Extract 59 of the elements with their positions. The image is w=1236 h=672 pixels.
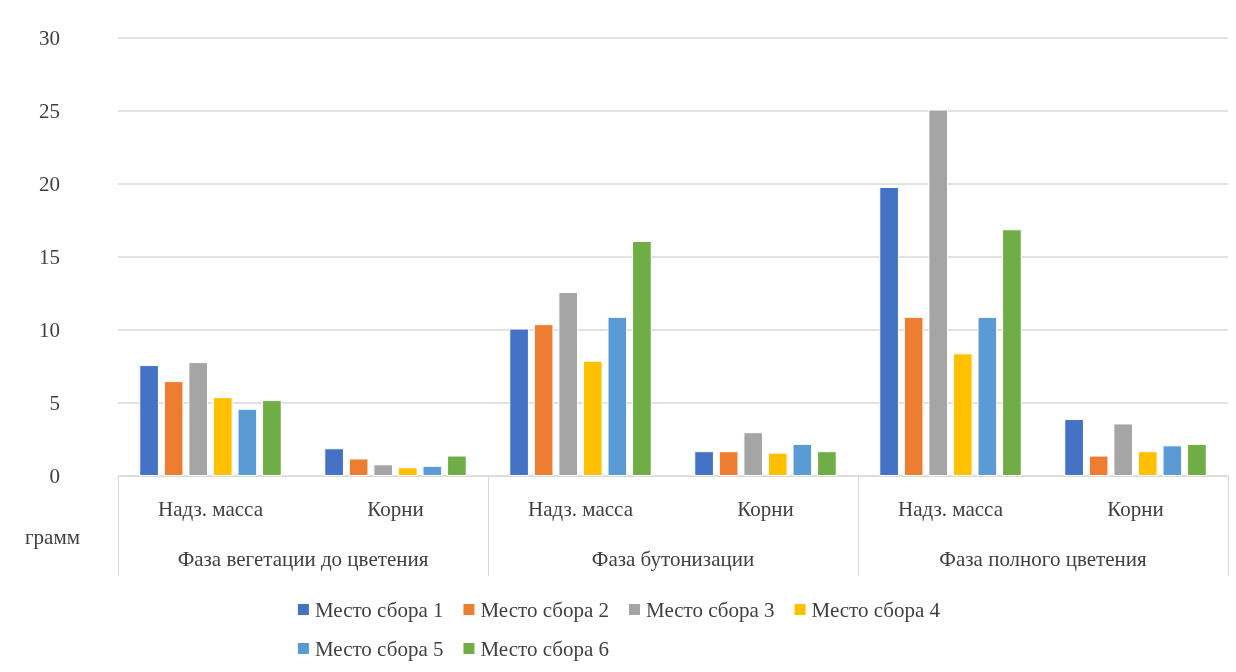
legend-label: Место сбора 2 xyxy=(480,597,609,622)
y-tick-label: 20 xyxy=(39,172,60,196)
y-axis-title: грамм xyxy=(25,524,81,549)
bar xyxy=(632,240,652,476)
bar xyxy=(509,328,529,476)
bar xyxy=(1137,451,1158,476)
bar xyxy=(903,316,924,476)
bar xyxy=(1088,455,1109,476)
legend-label: Место сбора 4 xyxy=(811,597,941,622)
text: Фаза вегетации до цветения xyxy=(177,546,429,571)
y-tick-label: 25 xyxy=(39,99,60,123)
x-tick-label: Корни xyxy=(1107,496,1164,521)
bar xyxy=(422,465,443,476)
bar xyxy=(952,353,973,476)
bar xyxy=(533,324,554,476)
legend-label: Место сбора 3 xyxy=(646,597,775,622)
bar xyxy=(694,451,714,476)
bar xyxy=(718,451,739,476)
y-tick-label: 0 xyxy=(49,464,60,488)
bar xyxy=(558,292,579,476)
y-tick-label: 30 xyxy=(39,26,60,50)
x-tick-label: Надз. масса xyxy=(158,496,264,521)
bar xyxy=(879,186,899,476)
x-tick-label: Надз. масса xyxy=(528,496,634,521)
legend-label: Место сбора 6 xyxy=(480,636,609,661)
bar xyxy=(373,464,394,476)
bar xyxy=(1162,445,1183,476)
bar xyxy=(212,397,233,476)
bar xyxy=(139,365,159,476)
bar xyxy=(743,432,764,476)
text: Фаза бутонизации xyxy=(591,546,755,571)
bar xyxy=(163,381,184,476)
text: Фаза полного цветения xyxy=(939,546,1147,571)
bar xyxy=(792,443,813,476)
bar xyxy=(397,467,418,476)
y-tick-label: 15 xyxy=(39,245,60,269)
bar xyxy=(977,316,998,476)
bar xyxy=(262,400,282,476)
x-tick-label: Корни xyxy=(737,496,794,521)
bar xyxy=(1002,229,1022,476)
bar xyxy=(1064,419,1084,476)
bar xyxy=(348,458,369,476)
y-tick-label: 5 xyxy=(49,391,60,415)
bar xyxy=(237,408,258,476)
bar xyxy=(1113,423,1134,476)
bar xyxy=(188,362,209,476)
bar xyxy=(817,451,837,476)
x-tick-label: Корни xyxy=(367,496,424,521)
bar xyxy=(324,448,344,476)
bar xyxy=(607,316,628,476)
bar xyxy=(928,109,949,476)
y-tick-label: 10 xyxy=(39,318,60,342)
x-tick-label: Надз. масса xyxy=(898,496,1004,521)
bar xyxy=(582,360,603,476)
legend-label: Место сбора 1 xyxy=(314,597,444,622)
legend-label: Место сбора 5 xyxy=(314,636,444,661)
bar xyxy=(1187,443,1207,476)
bar xyxy=(447,455,467,476)
bar xyxy=(767,452,788,476)
